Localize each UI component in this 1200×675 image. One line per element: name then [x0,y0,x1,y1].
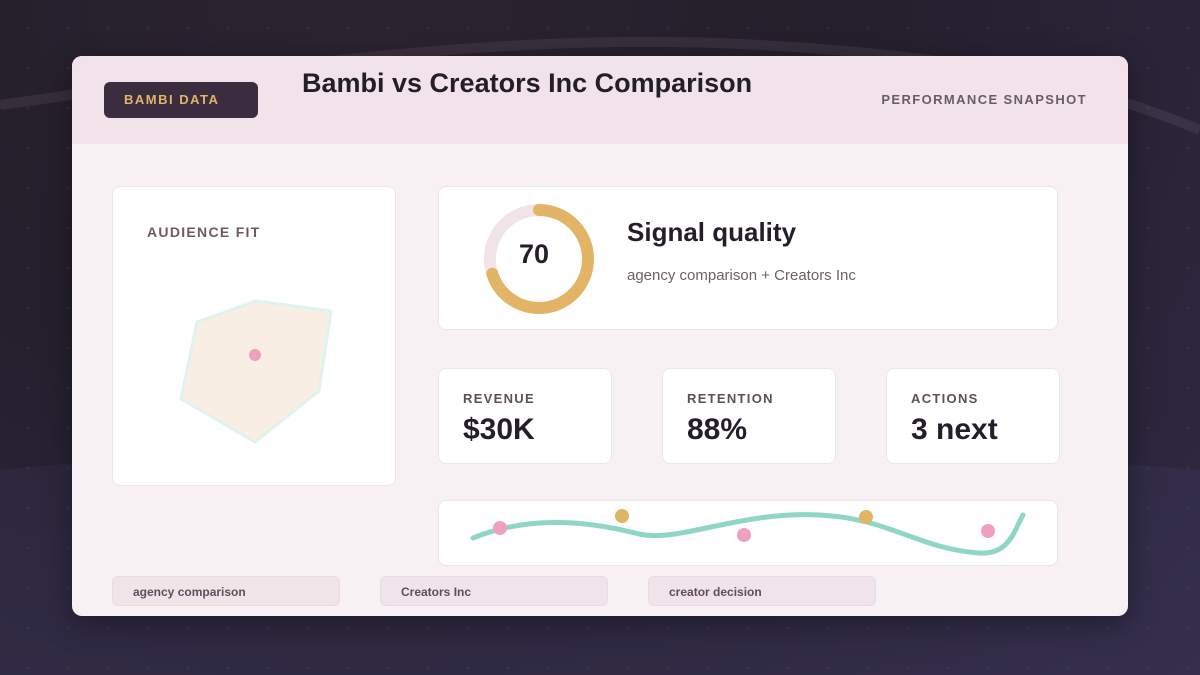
trend-point [859,510,873,524]
trend-line-chart [470,509,1026,556]
audience-fit-panel: AUDIENCE FIT [112,186,396,486]
metric-value: 88% [687,413,748,446]
tag-agency-comparison[interactable]: agency comparison [112,576,340,606]
metric-value: $30K [463,413,535,446]
signal-title: Signal quality [627,217,797,247]
tag-creator-decision[interactable]: creator decision [648,576,876,606]
signal-subtitle: agency comparison + Creators Inc [627,267,856,284]
audience-radar-shape [179,299,333,444]
metric-label: REVENUE [463,391,535,406]
signal-score: 70 [518,239,550,269]
gauge-arc [484,204,594,314]
metric-card-revenue: REVENUE $30K [438,368,612,464]
tag-creators-inc[interactable]: Creators Inc [380,576,608,606]
metric-label: ACTIONS [911,391,979,406]
header-bar: BAMBI DATA Bambi vs Creators Inc Compari… [72,56,1128,144]
radar-center-dot [249,349,261,361]
metric-card-retention: RETENTION 88% [662,368,836,464]
trend-point [615,509,629,523]
trend-line [470,512,1026,556]
trend-point [737,528,751,542]
metric-label: RETENTION [687,391,774,406]
brand-badge[interactable]: BAMBI DATA [104,82,258,118]
snapshot-label: PERFORMANCE SNAPSHOT [881,92,1087,107]
trend-point [981,524,995,538]
audience-fit-label: AUDIENCE FIT [147,224,261,240]
signal-quality-panel: 70 Signal quality agency comparison + Cr… [438,186,1058,330]
page-title: Bambi vs Creators Inc Comparison [302,68,753,98]
dashboard-card: BAMBI DATA Bambi vs Creators Inc Compari… [72,56,1128,616]
signal-gauge [484,204,594,314]
trend-panel [438,500,1058,566]
trend-point [493,521,507,535]
metric-card-actions: ACTIONS 3 next [886,368,1060,464]
metric-value: 3 next [911,413,998,446]
